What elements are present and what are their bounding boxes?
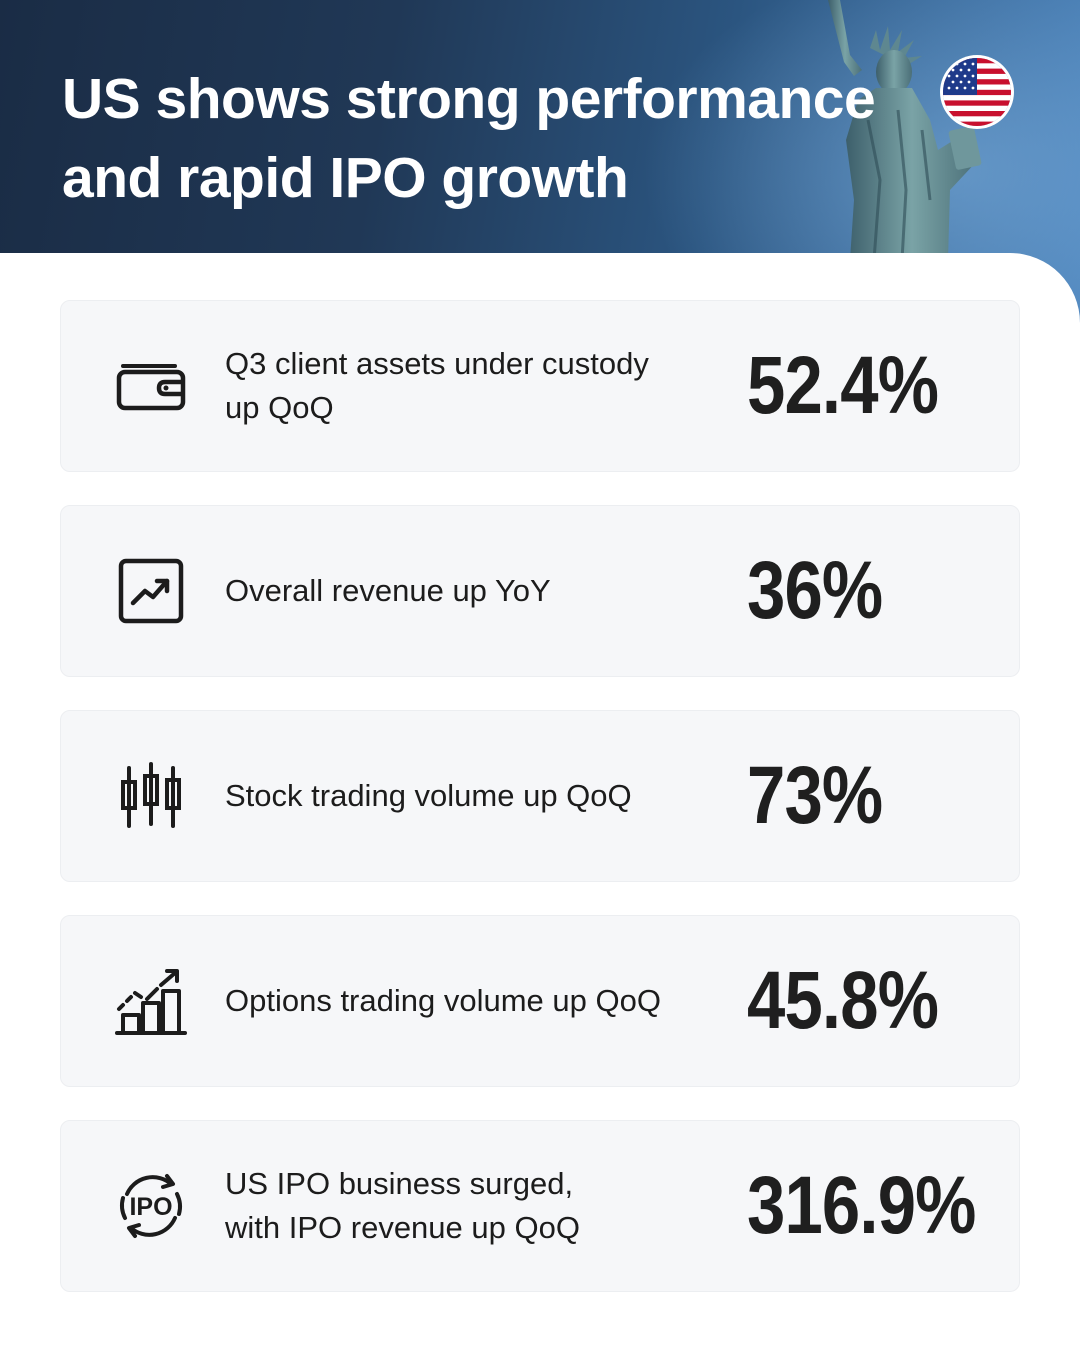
stat-label: Q3 client assets under custody up QoQ <box>225 342 705 430</box>
title-line-1: US shows strong performance <box>62 67 876 131</box>
us-flag-icon <box>943 58 1011 126</box>
stat-label-line-1: Q3 client assets under custody <box>225 346 649 381</box>
stat-card-overall-revenue: Overall revenue up YoY 36% <box>60 505 1020 677</box>
stat-value: 316.9% <box>747 1160 976 1251</box>
stat-label-line-1: Overall revenue up YoY <box>225 573 551 608</box>
stat-label: Overall revenue up YoY <box>225 569 705 613</box>
trend-up-chart-icon <box>113 553 189 629</box>
candlestick-icon <box>113 758 189 834</box>
stat-label: Options trading volume up QoQ <box>225 979 705 1023</box>
stat-label-line-1: US IPO business surged, <box>225 1166 574 1201</box>
title-line-2: and rapid IPO growth <box>62 146 629 210</box>
ipo-cycle-icon: IPO <box>113 1168 189 1244</box>
stat-value: 52.4% <box>747 340 939 431</box>
stat-card-ipo-business: IPO US IPO business surged, with IPO rev… <box>60 1120 1020 1292</box>
stat-label-line-2: with IPO revenue up QoQ <box>225 1210 580 1245</box>
wallet-icon <box>113 348 189 424</box>
stat-label-line-1: Options trading volume up QoQ <box>225 983 661 1018</box>
stat-label: US IPO business surged, with IPO revenue… <box>225 1162 705 1250</box>
stat-card-stock-trading: Stock trading volume up QoQ 73% <box>60 710 1020 882</box>
stat-label: Stock trading volume up QoQ <box>225 774 705 818</box>
stat-value: 45.8% <box>747 955 939 1046</box>
stat-label-line-1: Stock trading volume up QoQ <box>225 778 632 813</box>
statue-of-liberty-image <box>828 0 982 260</box>
stat-card-options-trading: Options trading volume up QoQ 45.8% <box>60 915 1020 1087</box>
stat-label-line-2: up QoQ <box>225 390 334 425</box>
stat-value: 73% <box>747 750 883 841</box>
ipo-icon-text: IPO <box>129 1193 172 1221</box>
content-panel: Q3 client assets under custody up QoQ 52… <box>0 253 1080 1350</box>
page-title: US shows strong performance and rapid IP… <box>62 60 922 218</box>
header-banner: US shows strong performance and rapid IP… <box>0 0 1080 330</box>
stat-card-client-assets: Q3 client assets under custody up QoQ 52… <box>60 300 1020 472</box>
stat-value: 36% <box>747 545 883 636</box>
bar-growth-chart-icon <box>113 963 189 1039</box>
